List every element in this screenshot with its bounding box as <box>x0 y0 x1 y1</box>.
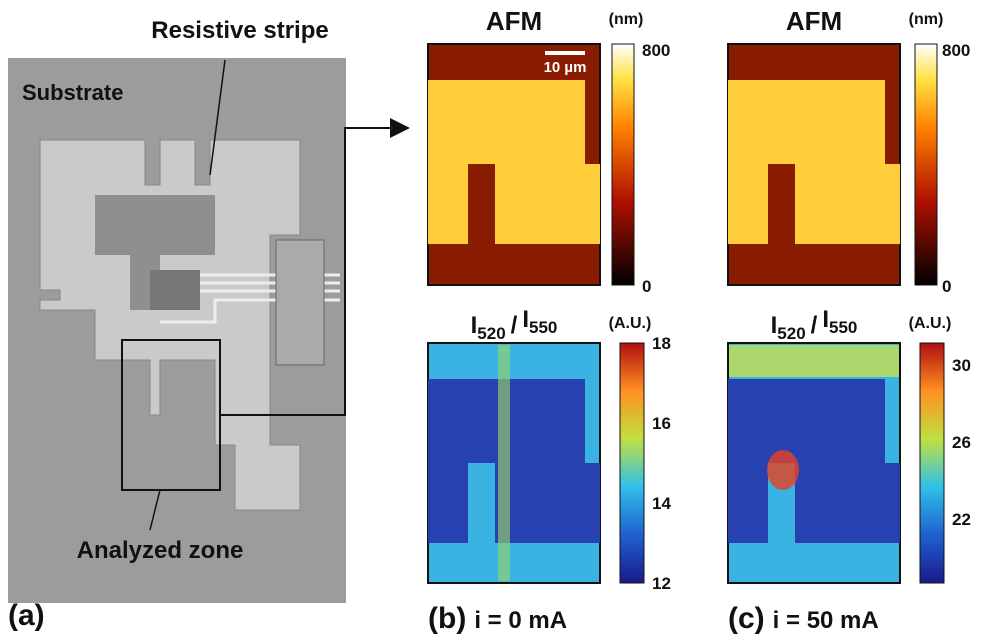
colorbar-tick-label: 22 <box>952 510 971 529</box>
title-part: 550 <box>529 318 557 337</box>
colorbar-tick-label: 26 <box>952 433 971 452</box>
colorbar-tick-label: 0 <box>942 277 951 296</box>
colorbar-tick-label: 14 <box>652 494 671 513</box>
panel-letter: (c) <box>728 602 765 635</box>
colorbar-tick-label: 12 <box>652 574 671 593</box>
title: I520/I550 <box>471 306 558 343</box>
title-part: / <box>511 312 518 339</box>
ratio-feature <box>428 379 600 543</box>
hot-band <box>498 345 510 581</box>
colorbar-tick-label: 30 <box>952 356 971 375</box>
colorbar-tick-label: 18 <box>652 334 671 353</box>
unit: (A.U.) <box>909 315 952 332</box>
panel-label: (c) i = 50 mA <box>728 602 879 635</box>
title-part: 520 <box>477 324 505 343</box>
ratio-feature <box>728 379 900 543</box>
colorbar <box>914 43 938 286</box>
title-part: 550 <box>829 318 857 337</box>
colorbar <box>919 342 945 584</box>
title-part: I <box>771 312 778 339</box>
colorbar-tick-label: 16 <box>652 414 671 433</box>
title-part: / <box>811 312 818 339</box>
colorbar <box>619 342 645 584</box>
title: I520/I550 <box>771 306 858 343</box>
afm-feature <box>428 80 600 244</box>
colorbar-tick-label: 800 <box>942 41 970 60</box>
panel-label: (a) <box>8 599 45 632</box>
panel-label: (b) i = 0 mA <box>428 602 567 635</box>
label: Resistive stripe <box>151 17 328 44</box>
scale-bar-label: 10 µm <box>544 59 587 76</box>
condition: i = 50 mA <box>773 607 879 634</box>
title-part: 520 <box>777 324 805 343</box>
unit: (nm) <box>609 11 644 28</box>
label: Substrate <box>22 80 123 105</box>
colorbar-tick-label: 0 <box>642 277 651 296</box>
title-part: I <box>471 312 478 339</box>
title: AFM <box>786 6 842 36</box>
unit: (nm) <box>909 11 944 28</box>
title: AFM <box>486 6 542 36</box>
title-part: I <box>522 306 529 333</box>
condition: i = 0 mA <box>474 607 567 634</box>
colorbar <box>611 43 635 286</box>
unit: (A.U.) <box>609 315 652 332</box>
title-part: I <box>822 306 829 333</box>
colorbar-tick-label: 800 <box>642 41 670 60</box>
panel-letter: (b) <box>428 602 466 635</box>
afm-feature <box>728 80 900 244</box>
hot-spot <box>767 450 799 490</box>
label: Analyzed zone <box>77 537 244 564</box>
device-image <box>8 58 410 603</box>
hot-band <box>729 345 899 377</box>
